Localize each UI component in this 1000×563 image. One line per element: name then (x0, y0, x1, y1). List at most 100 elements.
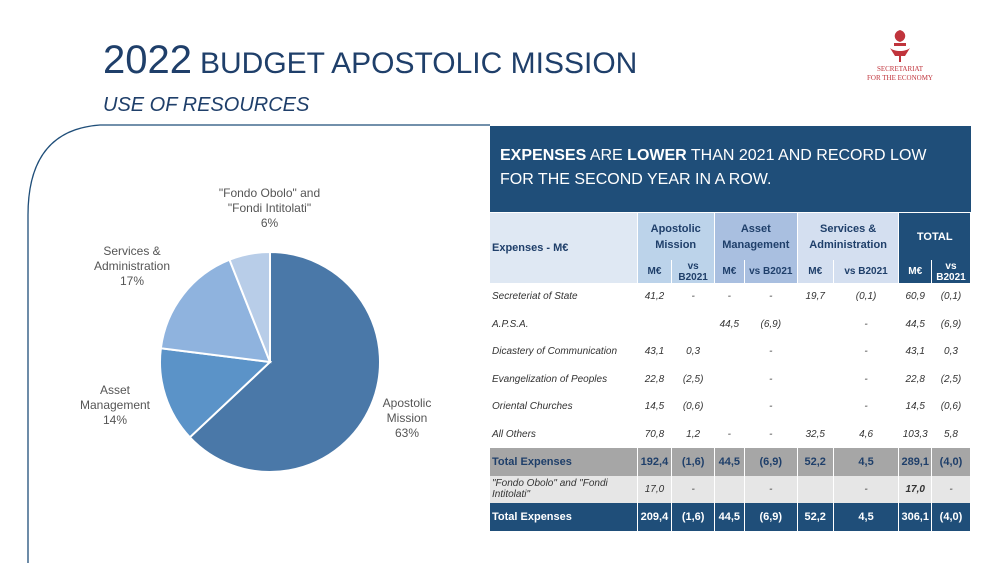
table-cell: - (833, 475, 900, 503)
pie-label-services: Services & Administration 17% (93, 244, 171, 288)
sub-header: vs B2021 (671, 260, 715, 283)
pie-slice (159, 347, 273, 439)
table-cell: 289,1 (898, 448, 932, 476)
group-header: Apostolic Mission (637, 213, 715, 260)
table-cell: - (769, 401, 773, 413)
table-cell: 1,2 (686, 428, 701, 440)
logo: SECRETARIAT FOR THE ECONOMY (860, 28, 940, 83)
sub-header: M€ (714, 260, 745, 283)
table-row: A.P.S.A. 44,5 (6,9) - 44,5 (6,9) (490, 311, 971, 339)
sub-header: M€ (797, 260, 834, 283)
group-header: Asset Management (714, 213, 798, 260)
table-cell (797, 338, 833, 366)
page-title: 2022 BUDGET APOSTOLIC MISSION (103, 38, 637, 83)
table-cell: - (769, 291, 773, 303)
table-cell: 52,2 (797, 448, 834, 476)
table-cell: 17,0 (898, 475, 932, 503)
table-cell (714, 338, 744, 366)
table-cell: 70,8 (644, 428, 665, 440)
table-cell: (1,6) (671, 448, 715, 476)
title-year: 2022 (103, 38, 192, 82)
table-cell: 32,5 (805, 428, 825, 440)
row-label: Dicastery of Communication (492, 346, 618, 358)
table-cell: (0,1) (940, 291, 962, 303)
table-cell (797, 393, 833, 421)
table-cell: - (691, 291, 695, 303)
table-cell: - (769, 428, 773, 440)
table-cell: (0,6) (940, 401, 962, 413)
logo-line1: SECRETARIAT (876, 65, 924, 73)
group-header: Services & Administration (797, 213, 900, 260)
table-row: Oriental Churches 14,5 (0,6) - - 14,5 (0,6) (490, 393, 971, 421)
sub-header: M€ (637, 260, 673, 283)
table-cell: 60,9 (905, 291, 925, 303)
table-cell (714, 475, 745, 503)
table-cell: 103,3 (902, 428, 928, 440)
table-cell: 41,2 (644, 291, 665, 303)
table-cell: (6,9) (760, 318, 782, 330)
row-label: Total Expenses (490, 448, 638, 476)
table-cell: 44,5 (714, 448, 745, 476)
table-row: Evangelization of Peoples 22,8 (2,5) - - 22,8… (490, 366, 971, 394)
table-cell: - (864, 401, 868, 413)
headline-banner: EXPENSES ARE LOWER THAN 2021 AND RECORD … (490, 126, 971, 212)
table-cell (672, 311, 714, 339)
logo-line2: FOR THE ECONOMY (867, 74, 933, 82)
table-cell: (4,0) (931, 448, 972, 476)
table-cell: (4,0) (931, 503, 972, 531)
table-cell (797, 311, 833, 339)
table-cell: 14,5 (644, 401, 665, 413)
table-cell: - (864, 318, 868, 330)
table-cell (714, 393, 744, 421)
row-label: A.P.S.A. (492, 318, 529, 330)
table-cell: 44,5 (714, 503, 745, 531)
table-cell: (2,5) (682, 373, 704, 385)
table-cell: 19,7 (805, 291, 825, 303)
pie-label-asset: Asset Management 14% (79, 383, 151, 427)
group-header: TOTAL (898, 213, 971, 260)
row-label: Oriental Churches (492, 401, 573, 413)
table-cell: 43,1 (905, 346, 925, 358)
table-cell: (2,5) (940, 373, 962, 385)
pie-slice (159, 258, 272, 364)
table-cell: 4,6 (859, 428, 874, 440)
table-cell (797, 366, 833, 394)
pie-slice (188, 250, 381, 473)
expenses-table: Expenses - M€ Apostolic Mission Asset Ma… (490, 213, 972, 531)
table-cell (637, 311, 672, 339)
row-label: Total Expenses (490, 503, 638, 531)
page-subtitle: USE OF RESOURCES (103, 94, 310, 116)
table-cell: (6,9) (744, 503, 798, 531)
table-row: "Fondo Obolo" and "Fondi Intitolati" 17,0… (490, 475, 972, 503)
table-cell: - (727, 291, 731, 303)
sub-header: M€ (898, 260, 932, 283)
sub-header: vs B2021 (833, 260, 900, 283)
table-cell: 14,5 (905, 401, 925, 413)
table-cell: 192,4 (637, 448, 673, 476)
row-label: "Fondo Obolo" and "Fondi Intitolati" (490, 475, 638, 503)
table-cell: 5,8 (944, 428, 958, 440)
table-cell: 4,5 (833, 448, 900, 476)
table-row: Secreteriat of State 41,2 - - - 19,7 (0,1) 60,9… (490, 283, 971, 311)
sub-header: vs B2021 (744, 260, 798, 283)
table-cell: 44,5 (719, 318, 740, 330)
table-cell: (1,6) (671, 503, 715, 531)
row-label: All Others (492, 428, 536, 440)
table-cell: - (769, 346, 773, 358)
table-cell: - (769, 373, 773, 385)
table-cell: - (864, 346, 868, 358)
pie-slice (228, 250, 271, 363)
title-text: BUDGET APOSTOLIC MISSION (199, 47, 638, 80)
table-cell: (6,9) (744, 448, 798, 476)
table-row: All Others 70,8 1,2 - - 32,5 4,6 103,3 5,8 (490, 421, 971, 449)
table-cell: - (931, 475, 972, 503)
table-cell: (0,6) (682, 401, 704, 413)
table-cell: 4,5 (833, 503, 900, 531)
table-cell: 22,8 (905, 373, 925, 385)
table-cell (797, 475, 834, 503)
table-cell: (0,1) (855, 291, 877, 303)
row-label: Evangelization of Peoples (492, 373, 608, 385)
table-row: Dicastery of Communication 43,1 0,3 - - 43,1 0… (490, 338, 971, 366)
